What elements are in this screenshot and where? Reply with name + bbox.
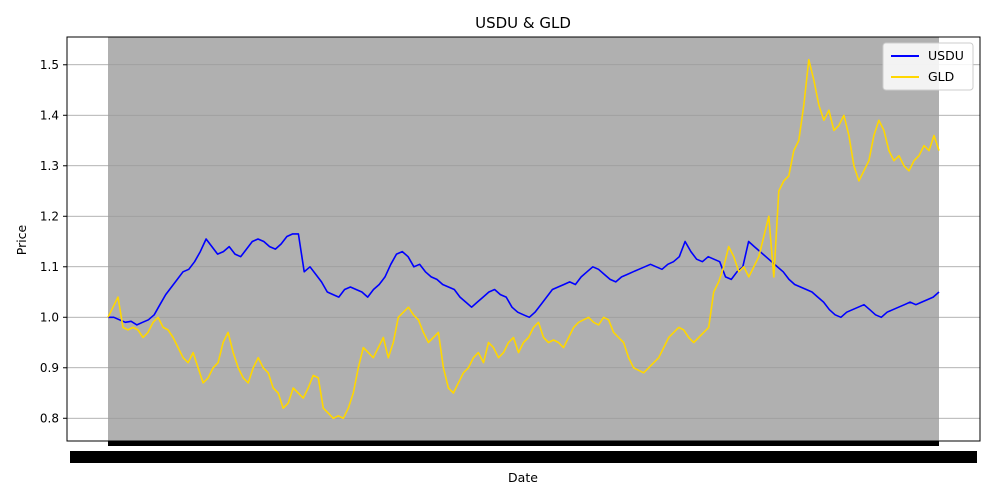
y-tick-label: 1.0 [40, 310, 59, 324]
y-axis-title: Price [14, 224, 29, 255]
y-axis: 0.8 0.9 1.0 1.1 1.2 1.3 1.4 1.5 [40, 58, 67, 425]
y-tick-label: 0.9 [40, 361, 59, 375]
chart-title: USDU & GLD [475, 14, 571, 32]
x-tick-labels-band [70, 451, 977, 463]
y-tick-label: 1.3 [40, 159, 59, 173]
y-tick-label: 1.5 [40, 58, 59, 72]
series-line-gld [107, 58, 940, 420]
legend: USDU GLD [882, 42, 974, 91]
series-line-usdu [108, 233, 940, 326]
plot-area [67, 37, 980, 441]
x-axis-title: Date [508, 470, 538, 485]
grid-lines [67, 64, 980, 419]
x-axis [70, 441, 977, 463]
y-tick-label: 1.4 [40, 108, 59, 122]
y-tick-label: 1.2 [40, 209, 59, 223]
legend-box [882, 42, 974, 91]
legend-label-gld: GLD [928, 69, 954, 84]
shaded-data-region [108, 37, 939, 441]
x-tick-marks-band [108, 441, 939, 446]
legend-label-usdu: USDU [928, 48, 964, 63]
y-tick-label: 1.1 [40, 260, 59, 274]
series-layer [107, 58, 940, 420]
y-tick-label: 0.8 [40, 411, 59, 425]
